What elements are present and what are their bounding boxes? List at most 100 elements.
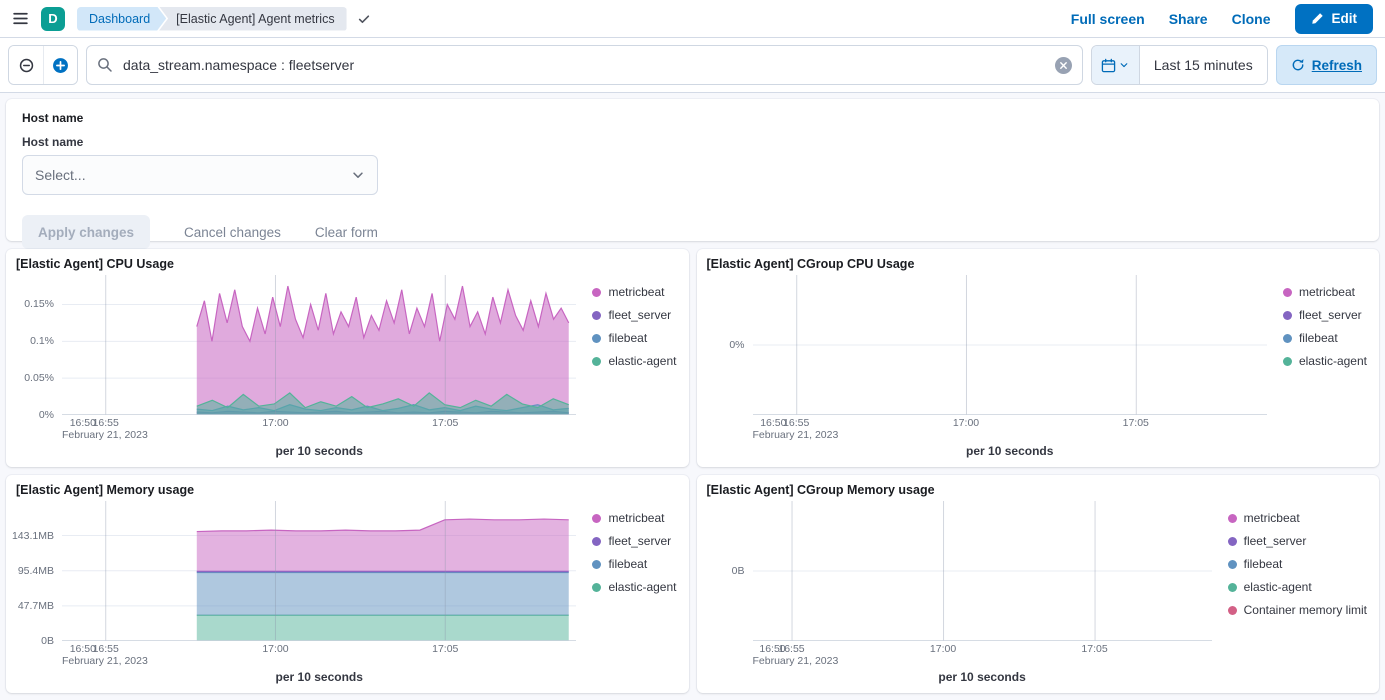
plot-area: 0% 0.05% 0.1% 0.15% [16, 275, 576, 421]
breadcrumb: Dashboard [Elastic Agent] Agent metrics [77, 6, 371, 31]
calendar-icon [1102, 58, 1116, 72]
legend-item[interactable]: elastic-agent [1282, 354, 1367, 368]
x-axis-tick-label: 17:00 [929, 643, 957, 655]
y-axis-tick-label: 0.15% [24, 298, 54, 311]
legend-item[interactable]: metricbeat [1227, 511, 1367, 525]
x-axis-tick-label: 16:50 [760, 417, 787, 429]
legend-item[interactable]: elastic-agent [592, 354, 677, 368]
legend-dot-icon [1282, 333, 1292, 343]
legend-dot-icon [592, 356, 602, 366]
breadcrumb-dashboard[interactable]: Dashboard [77, 7, 166, 31]
legend-label: filebeat [1243, 557, 1283, 571]
chart-body: 0B 16:50 16:55 17:00 17:05 February 21, 2023 p… [707, 501, 1370, 688]
x-axis-labels: 16:50 16:55 17:00 17:05 February 21, 2023 [62, 641, 576, 670]
legend-label: Container memory limit [1243, 603, 1367, 617]
y-axis-labels: 0% 0.05% 0.1% 0.15% [16, 275, 62, 421]
chart-panel-cpu-usage: [Elastic Agent] CPU Usage 0% 0.05% 0.1% 0.15… [6, 249, 689, 467]
x-axis-tick-label: 16:50 [69, 417, 96, 429]
legend-item[interactable]: fleet_server [1282, 308, 1367, 322]
legend-item[interactable]: fleet_server [592, 308, 676, 322]
legend-item[interactable]: Container memory limit [1227, 603, 1367, 617]
clear-form-button[interactable]: Clear form [314, 224, 378, 240]
y-axis-labels: 0% [707, 275, 753, 415]
y-axis-tick-label: 95.4MB [17, 564, 54, 577]
legend-item[interactable]: filebeat [1282, 331, 1367, 345]
y-axis-tick-label: 0% [729, 339, 745, 351]
clone-button[interactable]: Clone [1231, 10, 1271, 27]
legend-item[interactable]: elastic-agent [1227, 580, 1367, 594]
x-axis-tick-label: 17:05 [432, 417, 459, 429]
apply-changes-button[interactable]: Apply changes [22, 215, 151, 249]
legend-dot-icon [592, 310, 602, 320]
add-filter-button[interactable] [43, 46, 77, 84]
chart-legend: metricbeat fleet_server filebeat elastic-ag… [1267, 275, 1369, 462]
x-axis-tick-label: 17:05 [1081, 643, 1108, 655]
host-name-select[interactable]: Select... [22, 155, 378, 195]
saved-check-icon [357, 12, 371, 26]
legend-dot-icon [592, 513, 602, 523]
legend-dot-icon [1227, 605, 1237, 615]
legend-dot-icon [1282, 310, 1292, 320]
x-axis-tick-label: 16:50 [69, 643, 96, 655]
plot-canvas[interactable] [753, 275, 1267, 415]
refresh-button[interactable]: Refresh [1275, 45, 1377, 85]
legend-dot-icon [1227, 559, 1237, 569]
legend-item[interactable]: fleet_server [592, 534, 676, 548]
chevron-down-icon [1121, 63, 1128, 68]
chart-plot-region: 0% 16:50 16:55 17:00 17:05 February 21, 2023 p… [707, 275, 1267, 462]
cancel-changes-button[interactable]: Cancel changes [184, 224, 281, 240]
legend-dot-icon [1282, 356, 1292, 366]
host-name-field-label: Host name [22, 135, 84, 149]
top-header: D Dashboard [Elastic Agent] Agent metric… [0, 0, 1385, 38]
plot-canvas[interactable] [62, 275, 576, 415]
legend-label: filebeat [1298, 331, 1338, 345]
search-box [86, 45, 1083, 85]
x-axis-tick-label: 16:55 [778, 643, 805, 655]
chart-plot-region: 0B 47.7MB 95.4MB 143.1MB 16:50 16:55 17:00 17:0… [12, 501, 576, 688]
legend-item[interactable]: filebeat [592, 557, 676, 571]
breadcrumb-current-page[interactable]: [Elastic Agent] Agent metrics [159, 6, 347, 31]
full-screen-button[interactable]: Full screen [1070, 10, 1145, 27]
legend-label: fleet_server [608, 534, 672, 548]
clear-query-button[interactable] [1054, 56, 1072, 74]
legend-label: filebeat [608, 331, 648, 345]
y-axis-labels: 0B [707, 501, 753, 641]
chart-panel-cgroup-cpu-usage: [Elastic Agent] CGroup CPU Usage 0% 16:50 1… [696, 249, 1379, 467]
plot-canvas[interactable] [62, 501, 576, 641]
chart-legend: metricbeat fleet_server filebeat elastic-ag… [576, 275, 678, 462]
x-axis-title: per 10 seconds [275, 670, 363, 684]
legend-item[interactable]: filebeat [1227, 557, 1367, 571]
chart-legend: metricbeat fleet_server filebeat elastic-ag… [576, 501, 678, 688]
plot-canvas[interactable] [753, 501, 1212, 641]
menu-button[interactable] [12, 10, 29, 27]
legend-dot-icon [592, 536, 602, 546]
query-input[interactable] [121, 56, 1047, 74]
time-range-label[interactable]: Last 15 minutes [1139, 46, 1267, 84]
legend-item[interactable]: elastic-agent [592, 580, 677, 594]
filters-icon [19, 58, 33, 72]
filter-button-group [8, 45, 78, 85]
legend-label: metricbeat [1243, 511, 1300, 525]
chart-body: 0B 47.7MB 95.4MB 143.1MB 16:50 16:55 17:00 17:0… [12, 501, 679, 688]
legend-dot-icon [592, 559, 602, 569]
refresh-icon [1292, 59, 1304, 71]
legend-item[interactable]: fleet_server [1227, 534, 1367, 548]
filters-button[interactable] [9, 46, 43, 84]
chart-plot-region: 0B 16:50 16:55 17:00 17:05 February 21, 2023 p… [707, 501, 1212, 688]
y-axis-tick-label: 47.7MB [17, 599, 54, 612]
x-axis-tick-label: 16:50 [759, 643, 786, 655]
share-button[interactable]: Share [1168, 10, 1208, 27]
y-axis-tick-label: 0.05% [24, 372, 54, 385]
edit-button[interactable]: Edit [1294, 3, 1373, 34]
legend-item[interactable]: filebeat [592, 331, 676, 345]
space-avatar[interactable]: D [41, 6, 65, 31]
y-axis-tick-label: 0.1% [30, 335, 54, 348]
legend-item[interactable]: metricbeat [592, 285, 676, 299]
x-axis-labels: 16:50 16:55 17:00 17:05 February 21, 2023 [753, 415, 1267, 444]
legend-item[interactable]: metricbeat [592, 511, 676, 525]
chart-panel-cgroup-memory-usage: [Elastic Agent] CGroup Memory usage 0B 16:… [696, 475, 1379, 693]
x-axis-title: per 10 seconds [966, 444, 1054, 458]
date-picker-button[interactable] [1091, 46, 1140, 84]
legend-label: elastic-agent [608, 354, 677, 368]
legend-item[interactable]: metricbeat [1282, 285, 1367, 299]
